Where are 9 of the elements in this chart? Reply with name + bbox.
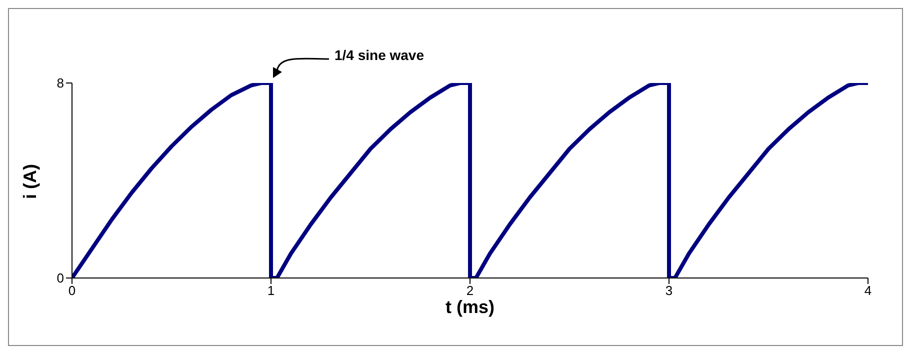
x-tick-label: 2 [466, 283, 474, 298]
x-tick-label: 0 [68, 283, 76, 298]
x-axis-title: t (ms) [446, 297, 495, 317]
x-tick-label: 1 [267, 283, 275, 298]
y-axis-title: i (A) [20, 164, 40, 199]
x-tick-label: 3 [665, 283, 673, 298]
text: 1/4 sine wave [334, 47, 424, 63]
y-tick-label: 8 [56, 76, 64, 91]
x-tick-label: 4 [864, 283, 872, 298]
